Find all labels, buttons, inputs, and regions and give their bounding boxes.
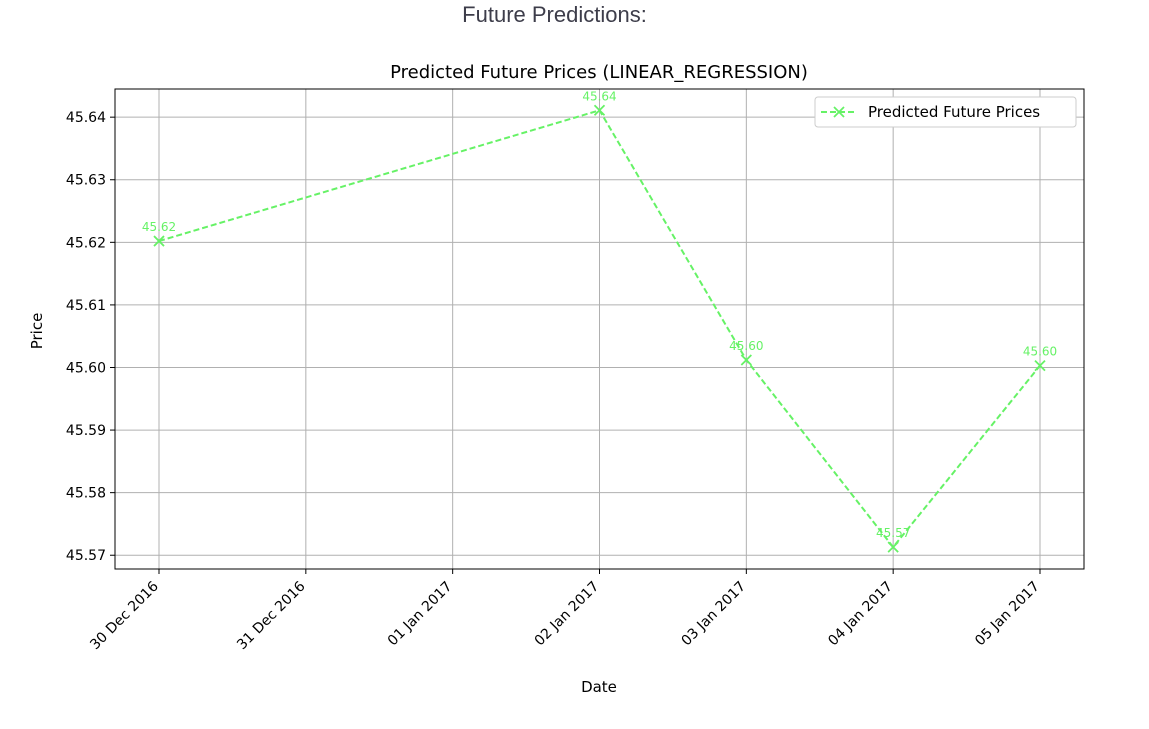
y-tick-label: 45.57 [66,548,106,564]
y-tick-label: 45.64 [66,110,106,126]
x-tick-label: 02 Jan 2017 [532,579,603,650]
data-label: 45.62 [142,220,176,234]
x-tick-label: 30 Dec 2016 [87,578,162,653]
data-label: 45.60 [1023,345,1057,359]
data-point-marker [153,235,165,247]
data-label: 45.57 [876,526,910,540]
y-axis-label: Price [28,313,46,350]
section-heading: Future Predictions: [462,2,647,27]
legend-box [814,96,1077,128]
legend-marker [833,106,845,118]
chart-title: Predicted Future Prices (LINEAR_REGRESSI… [390,62,808,83]
data-point-marker [887,541,899,553]
legend: Predicted Future Prices [814,96,1077,128]
data-point-marker [593,104,606,116]
x-tick-label: 05 Jan 2017 [972,579,1043,650]
y-tick-label: 45.62 [66,235,106,251]
data-point-marker [740,354,752,366]
y-tick-label: 45.61 [66,298,106,314]
x-tick-label: 03 Jan 2017 [678,579,749,650]
x-axis-label: Date [581,678,617,696]
y-tick-label: 45.58 [66,486,106,502]
y-axis: 45.57 45.58 45.59 45.60 45.61 45.62 45.63 45.64 [66,110,115,564]
x-tick-label: 31 Dec 2016 [234,578,309,653]
x-tick-label: 01 Jan 2017 [385,579,456,650]
data-label: 45.64 [582,89,616,103]
series-layer: 45.62 45.64 45.60 45.57 45.60 [142,89,1057,553]
y-tick-label: 45.63 [66,173,106,189]
data-label: 45.60 [729,339,763,353]
legend-series-label: Predicted Future Prices [868,103,1040,121]
x-axis: 30 Dec 2016 31 Dec 2016 01 Jan 2017 02 Jan … [87,569,1043,653]
grid-lines [115,89,1084,569]
x-tick-label: 04 Jan 2017 [825,579,896,650]
y-tick-label: 45.59 [66,423,106,439]
data-point-marker [1034,359,1046,372]
y-tick-label: 45.60 [66,360,106,376]
